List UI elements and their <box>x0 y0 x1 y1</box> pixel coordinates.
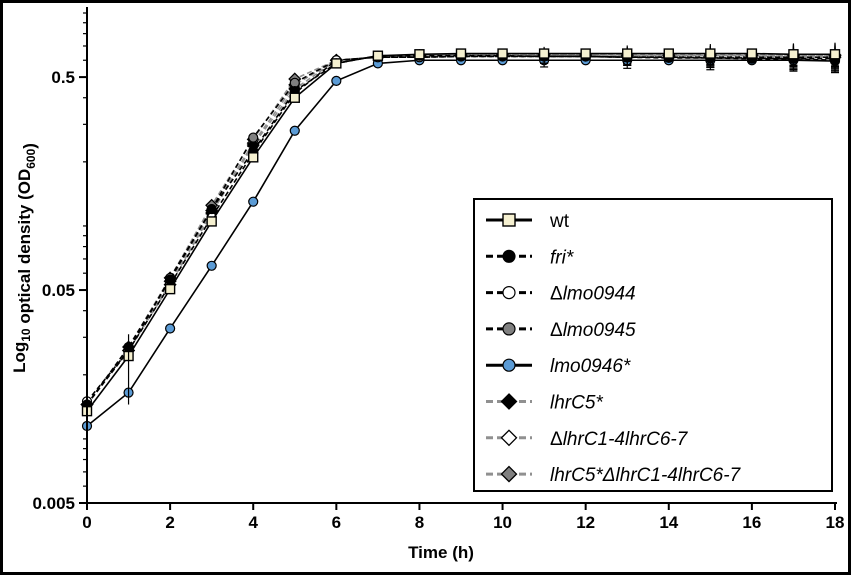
x-tick-label: 12 <box>576 513 595 532</box>
legend-label: fri* <box>550 247 574 268</box>
data-point <box>331 75 342 86</box>
x-tick-label: 0 <box>82 513 91 532</box>
data-point <box>289 92 300 103</box>
data-point <box>705 48 716 59</box>
x-tick-label: 4 <box>248 513 258 532</box>
legend-marker <box>500 429 518 447</box>
x-tick-label: 16 <box>742 513 761 532</box>
x-tick-label: 2 <box>165 513 174 532</box>
data-point <box>289 125 300 136</box>
data-point <box>788 49 799 60</box>
legend-item: Δlmo0944 <box>486 284 636 305</box>
legend-label-name: lhrC5* <box>550 393 603 414</box>
legend-label-name: lhrC1-4lhrC6-7 <box>563 429 689 450</box>
data-point <box>455 48 467 59</box>
legend-label-name: lhrC1-4lhrC6-7 <box>616 465 742 486</box>
legend-item: lhrC5* <box>486 393 603 414</box>
legend-marker <box>502 358 516 372</box>
y-tick-label: 0.5 <box>51 68 75 87</box>
data-point <box>538 48 550 59</box>
legend-label: Δlmo0944 <box>550 284 636 305</box>
y-tick-label: 0.05 <box>42 281 75 300</box>
y-axis-label-part: Log <box>10 342 29 373</box>
legend-marker <box>502 322 516 336</box>
legend-label-name: fri* <box>550 247 574 268</box>
series-0 <box>81 42 841 417</box>
legend-item: Δlmo0945 <box>486 320 636 341</box>
data-point <box>580 48 591 59</box>
legend-label-name: lmo0945 <box>563 320 636 341</box>
legend: wtfri*Δlmo0944Δlmo0945lmo0946*lhrC5*Δlhr… <box>473 198 833 492</box>
data-point <box>165 323 176 334</box>
data-point <box>372 50 384 61</box>
data-point <box>248 132 259 143</box>
y-axis-label: Log10 optical density (OD600) <box>10 143 39 373</box>
data-point <box>829 49 841 60</box>
data-point <box>164 283 176 295</box>
data-point <box>206 260 217 271</box>
data-point <box>746 48 758 59</box>
y-axis-label-subscript: 600 <box>24 148 38 168</box>
y-tick-label: 0.005 <box>32 494 75 513</box>
legend-label-name: lmo0944 <box>563 284 636 305</box>
y-axis-label-subscript: 10 <box>19 328 33 342</box>
data-point <box>663 48 674 59</box>
x-tick-label: 6 <box>332 513 341 532</box>
x-tick-label: 18 <box>826 513 845 532</box>
data-point <box>206 216 217 227</box>
x-axis-label: Time (h) <box>408 543 474 562</box>
data-point <box>414 49 425 60</box>
legend-item: wt <box>486 211 570 232</box>
legend-marker <box>500 465 518 483</box>
y-axis-label-part: ) <box>20 143 39 149</box>
x-tick-label: 10 <box>493 513 512 532</box>
legend-marker <box>502 213 516 227</box>
legend-item: ΔlhrC1-4lhrC6-7 <box>486 429 689 450</box>
legend-label-name: lmo0946* <box>550 356 631 377</box>
legend-item: lmo0946* <box>486 356 631 377</box>
x-tick-label: 8 <box>415 513 424 532</box>
legend-label-prefix: Δ <box>550 429 563 450</box>
legend-marker <box>502 249 516 263</box>
legend-label: ΔlhrC1-4lhrC6-7 <box>550 429 689 450</box>
legend-marker <box>500 393 518 410</box>
data-point <box>206 203 217 215</box>
legend-label: Δlmo0945 <box>550 320 636 341</box>
data-point <box>331 58 342 69</box>
data-point <box>622 48 633 59</box>
legend-item: fri* <box>486 247 574 268</box>
legend-label: wt <box>549 211 570 232</box>
data-point <box>248 196 259 207</box>
legend-label: lhrC5*ΔlhrC1-4lhrC6-7 <box>550 465 742 486</box>
y-axis-label-part: optical density (OD <box>15 169 34 329</box>
x-tick-label: 14 <box>659 513 678 532</box>
legend-label-prefix: Δ <box>550 320 563 341</box>
chart-frame: 0 2 4 6 8 10 12 14 16 18 0.005 0.05 0.5 Time (h) Log10… <box>3 3 848 572</box>
legend-label-prefix: Δ <box>550 284 563 305</box>
legend-label: lmo0946* <box>550 356 631 377</box>
legend-item: lhrC5*ΔlhrC1-4lhrC6-7 <box>486 465 742 486</box>
legend-box <box>473 198 833 492</box>
series-layer <box>80 42 842 432</box>
legend-marker <box>502 286 516 300</box>
legend-label-prefix: lhrC5*Δ <box>550 465 616 486</box>
data-point <box>248 152 259 163</box>
legend-label-name: wt <box>549 211 570 232</box>
data-point <box>497 48 508 59</box>
legend-label: lhrC5* <box>550 393 603 414</box>
